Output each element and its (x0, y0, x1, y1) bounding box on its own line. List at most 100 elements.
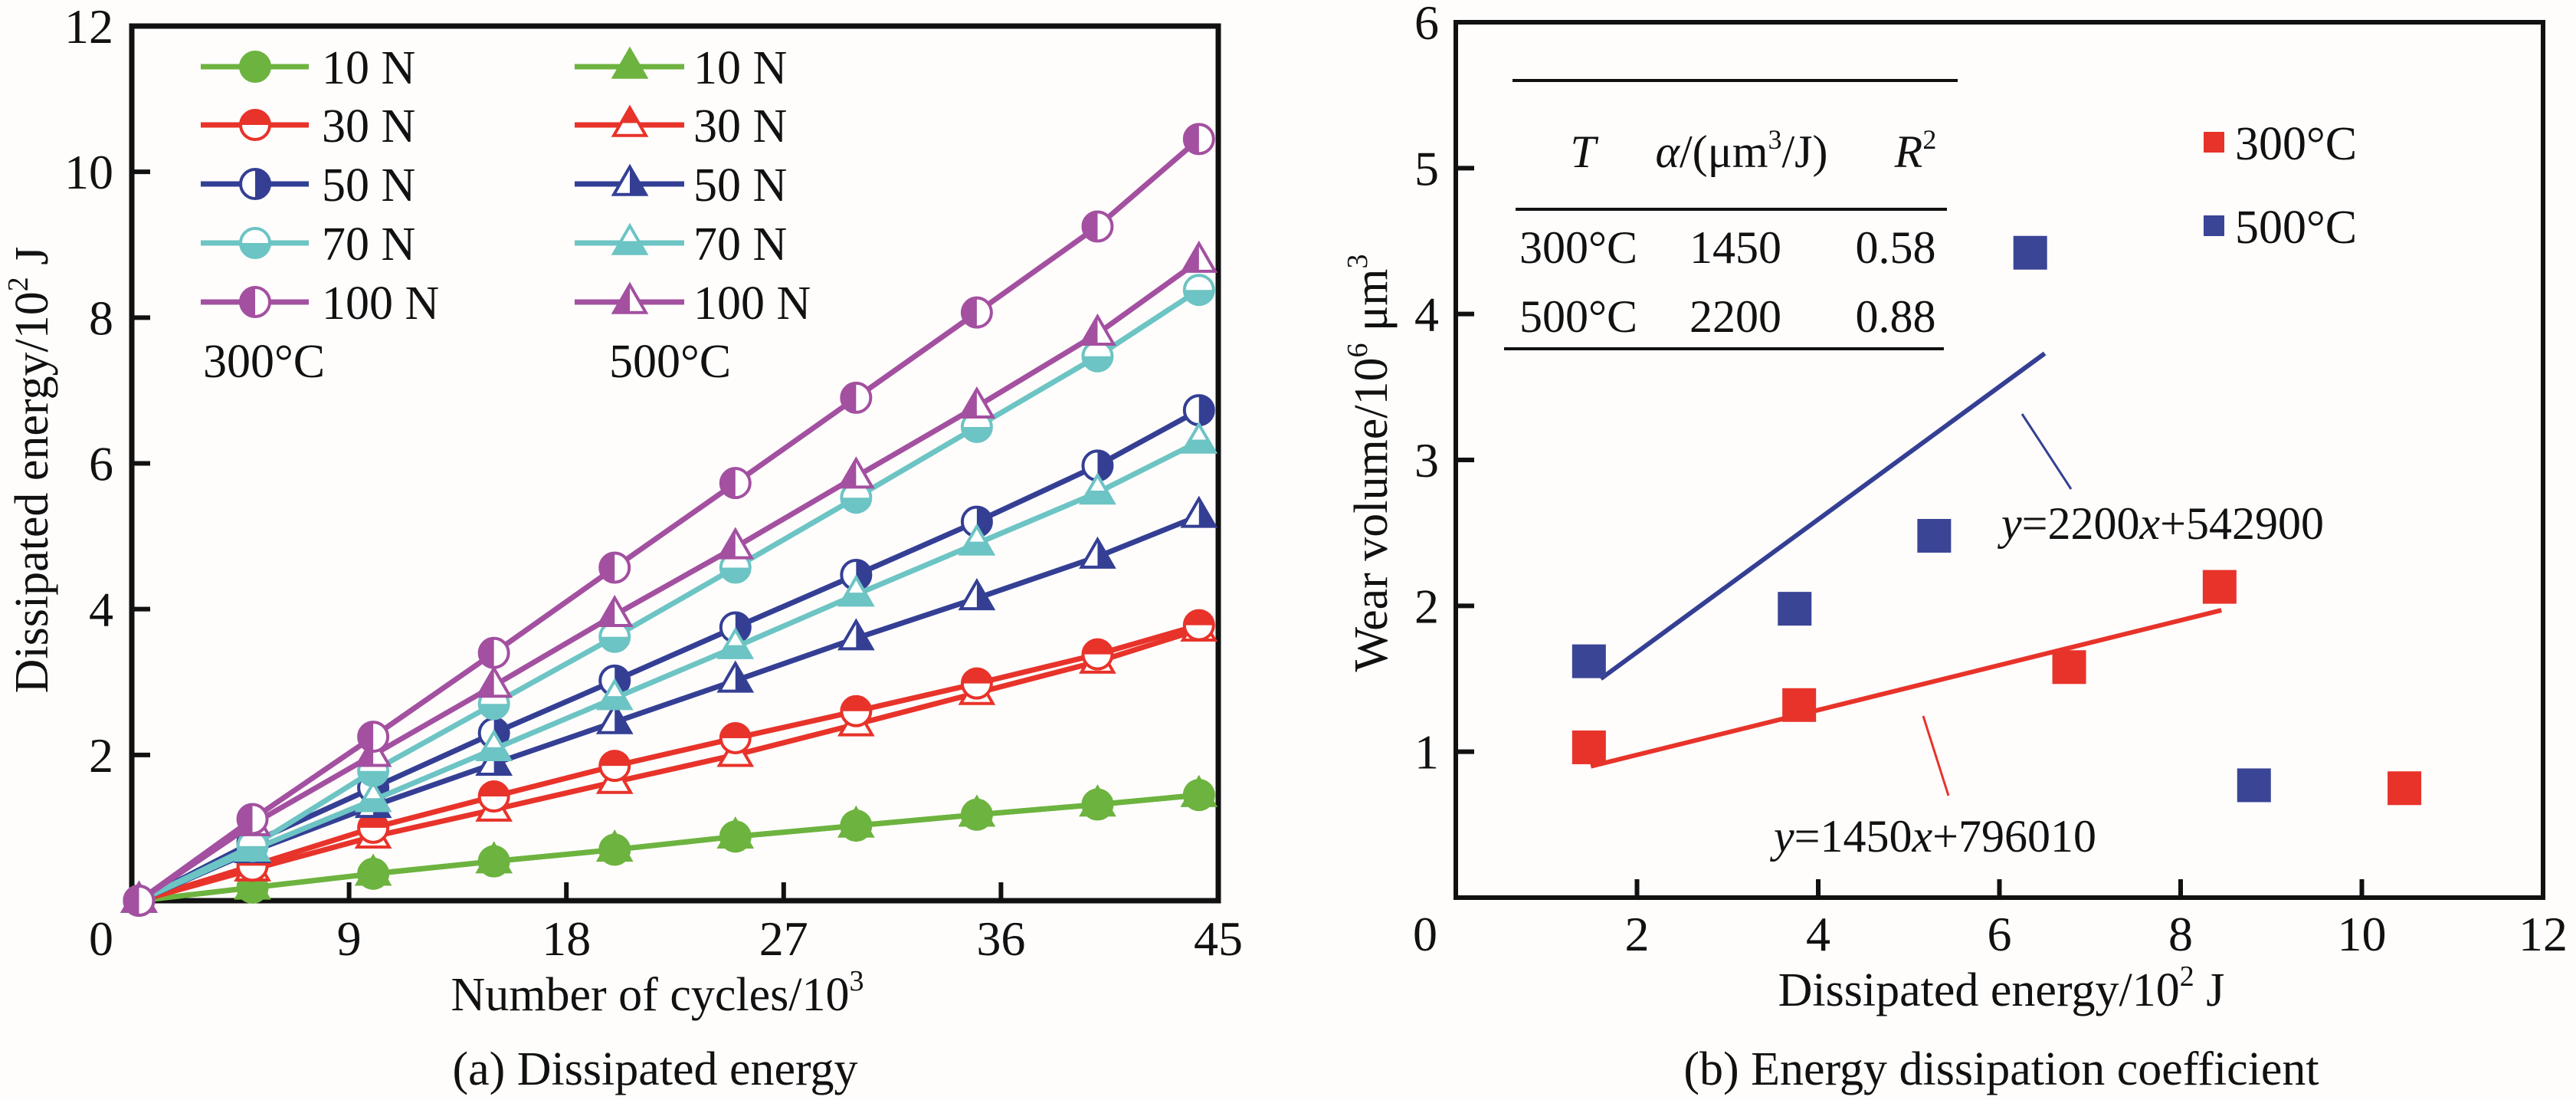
x-tick-label: 0 (89, 911, 113, 966)
x-tick-label: 36 (976, 911, 1025, 966)
y-tick-label: 6 (1414, 0, 1439, 50)
eq-500-x: x (2138, 498, 2160, 549)
eq-500-part1: =2200 (2022, 498, 2140, 549)
series-line (139, 792, 1200, 904)
data-point (598, 551, 631, 584)
plot-b-x-axis-label: Dissipated energy/102 J (1778, 960, 2225, 1016)
series-300C-70N (123, 274, 1215, 917)
data-point (357, 857, 390, 890)
data-point (236, 829, 269, 862)
legend-label: 50 N (693, 159, 787, 212)
legend-marker-icon (239, 168, 271, 200)
eq-300-y: y (1769, 811, 1794, 862)
plot-b-eq-500-leader (2020, 413, 2073, 490)
legend-label: 10 N (693, 42, 787, 94)
x-tick-label: 18 (542, 911, 591, 966)
legend-label: 100 N (693, 277, 811, 330)
table-header-alpha-unit: /(μm (1680, 126, 1768, 177)
data-point (719, 721, 752, 754)
plot-a-x-axis-label-text: Number of cycles/10 (451, 969, 850, 1021)
eq-500-y: y (1997, 498, 2022, 549)
legend-label: 30 N (322, 100, 415, 153)
legend-item-300C-70N: 70 N (201, 218, 415, 271)
plot-a-caption: (a) Dissipated energy (452, 1043, 857, 1095)
data-point (960, 296, 993, 329)
plot-b-eq-300-leader (1922, 715, 1950, 796)
legend-label: 100 N (322, 277, 439, 330)
data-point (595, 594, 634, 627)
series-300C-10N (123, 779, 1215, 917)
data-point (475, 728, 513, 761)
x-tick-label: 45 (1194, 911, 1243, 966)
data-point (716, 660, 755, 693)
series-500C-100N (120, 240, 1218, 913)
data-point (354, 780, 392, 813)
legend-marker-icon (239, 109, 271, 141)
plot-b-inset-table: T α/(μm3/J) R2 300°C 1450 0.58 500°C 220… (1504, 79, 1958, 350)
data-point (1079, 472, 1116, 505)
x-tick-label: 8 (2168, 907, 2193, 961)
data-point (958, 523, 996, 556)
table-header-r2: R2 (1894, 124, 1937, 177)
data-point (1081, 788, 1114, 821)
legend-item-300C-100N: 100 N (201, 277, 439, 330)
y-tick-label: 5 (1414, 141, 1439, 195)
table-row-1-alpha: 2200 (1689, 291, 1781, 342)
data-point (357, 721, 390, 754)
data-point-300C (2202, 570, 2237, 604)
y-tick-label: 2 (89, 728, 113, 783)
eq-300-part1: =1450 (1794, 811, 1912, 862)
y-tick-label: 3 (1414, 433, 1439, 488)
data-point (1081, 210, 1114, 243)
data-point (719, 820, 752, 853)
plot-a-ticks: 0 9 18 27 36 45 2 4 6 8 10 12 (64, 0, 1243, 966)
plot-a-legend-group-300: 300°C (203, 336, 325, 388)
table-header-alpha-symbol: α (1656, 126, 1681, 177)
series-300C-100N (123, 123, 1215, 917)
data-point (837, 618, 875, 651)
data-point (477, 845, 510, 878)
data-point (1180, 495, 1218, 528)
data-point (1180, 421, 1218, 454)
data-point (123, 885, 156, 917)
legend-label: 50 N (322, 159, 415, 212)
plot-a-y-axis-label-sup: 2 (2, 277, 34, 291)
y-tick-label: 6 (89, 437, 113, 491)
legend-label: 70 N (322, 218, 415, 271)
legend-label: 30 N (693, 100, 787, 153)
legend-marker-icon (239, 51, 271, 83)
y-tick-label: 1 (1414, 725, 1439, 780)
data-point (1182, 609, 1215, 642)
data-point (477, 780, 510, 813)
plot-b-y-axis-label-sup: 6 (1342, 343, 1374, 358)
data-point (960, 667, 993, 700)
plot-a-y-axis-label-unit: J (6, 247, 58, 277)
plot-b-y-axis-label-unit: μm (1345, 269, 1398, 343)
data-point (595, 701, 634, 734)
data-point (1182, 274, 1215, 307)
legend-label: 70 N (693, 218, 787, 271)
eq-300-part2: +796010 (1932, 811, 2096, 862)
series-line (137, 136, 1201, 903)
eq-300-x: x (1911, 811, 1932, 862)
table-row-0-alpha: 1450 (1689, 222, 1781, 273)
legend-marker-icon (611, 104, 649, 137)
plot-b-caption: (b) Energy dissipation coefficient (1683, 1043, 2319, 1095)
data-point (837, 574, 875, 607)
plot-a-y-axis-label: Dissipated energy/102 J (2, 247, 58, 694)
data-point (1081, 638, 1114, 671)
legend-item-500C-70N: 70 N (575, 218, 787, 271)
plot-b-eq-500-label: y=2200x+542900 (1997, 498, 2324, 549)
plot-a-legend-group-500: 500°C (609, 336, 731, 388)
series-500C-50N (120, 495, 1218, 913)
x-tick-label: 12 (2519, 907, 2568, 961)
fit-line-300C (1590, 608, 2222, 769)
series-line (138, 622, 1200, 904)
data-point-300C (2052, 650, 2086, 685)
plot-b-points (1571, 235, 2422, 806)
plot-b-legend: 300°C 500°C (2204, 118, 2357, 254)
data-point (598, 750, 631, 783)
data-point (840, 809, 873, 842)
